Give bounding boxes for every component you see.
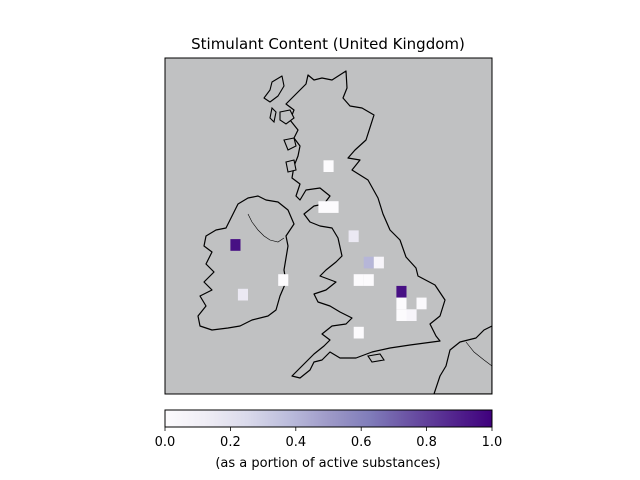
heatmap-cell-0 <box>323 160 334 172</box>
heatmap-cell-3 <box>348 230 359 243</box>
heatmap-cell-9 <box>353 274 364 286</box>
chart-title: Stimulant Content (United Kingdom) <box>191 35 465 53</box>
colorbar-tick-label: 1.0 <box>482 435 503 450</box>
mull-outline <box>283 137 297 151</box>
colorbar-ticks: 0.0 0.2 0.4 0.6 0.8 1.0 <box>155 427 503 450</box>
colorbar-tick-label: 0.2 <box>220 435 241 450</box>
colorbar-tick-label: 0.8 <box>416 435 437 450</box>
heatmap-cell-11 <box>237 288 248 301</box>
heatmap-cell-5 <box>363 256 374 269</box>
heatmap-cell-16 <box>353 326 364 339</box>
islay-outline <box>285 159 297 173</box>
hebrides-outline <box>263 75 285 103</box>
heatmap-cell-7 <box>278 274 289 286</box>
colorbar-label: (as a portion of active substances) <box>215 456 440 471</box>
colorbar-tick-label: 0.4 <box>285 435 306 450</box>
map-axes <box>164 57 493 395</box>
isle-of-wight-outline <box>367 353 385 363</box>
northern-ireland-border <box>247 213 285 243</box>
colorbar-tick-label: 0.0 <box>155 435 176 450</box>
heatmap-cell-10 <box>396 285 407 298</box>
heatmap-cell-14 <box>396 309 407 321</box>
heatmap-cell-8 <box>363 274 374 286</box>
heatmap-cell-2 <box>328 201 339 213</box>
colorbar: 0.0 0.2 0.4 0.6 0.8 1.0 (as a portion of acti… <box>155 409 503 471</box>
ireland-outline <box>197 195 295 331</box>
france-belgium-border <box>465 341 492 367</box>
colorbar-gradient <box>164 409 493 428</box>
heatmap-cell-1 <box>318 201 329 213</box>
heatmap-cell-4 <box>230 239 241 251</box>
outer-hebrides-south-outline <box>269 106 277 124</box>
heatmap-cell-13 <box>416 297 427 310</box>
continent-outline <box>433 325 492 394</box>
heatmap-cell-15 <box>406 309 417 321</box>
colorbar-tick-label: 0.6 <box>351 435 372 450</box>
heatmap-cell-12 <box>396 297 407 310</box>
skye-outline <box>279 109 295 125</box>
heatmap-cell-6 <box>373 256 384 269</box>
map-frame <box>164 57 493 395</box>
heatmap-cells <box>230 160 427 339</box>
